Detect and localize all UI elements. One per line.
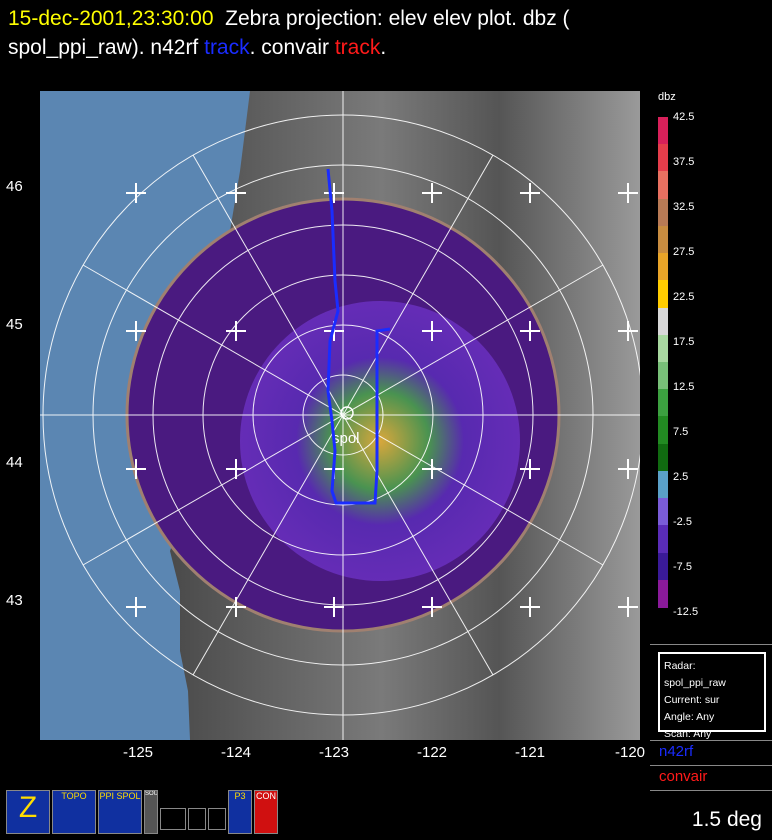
info-angle: Angle: Any: [664, 711, 715, 723]
soundings-icon[interactable]: SOUNDS: [144, 790, 158, 834]
colorbar-swatch: [658, 498, 668, 527]
title-date: 15-dec-2001,23:30:00: [8, 7, 214, 30]
dbz-colorbar: dbz 42.5 37.5 32.5 27.5 22.5 17.5 12.5 7.5 2.5 -2…: [656, 90, 772, 618]
plot-title: 15-dec-2001,23:30:00 Zebra projection: e…: [8, 4, 768, 62]
colorbar-swatch: [658, 443, 668, 472]
colorbar-swatch: [658, 362, 668, 390]
colorbar-label: 17.5: [673, 336, 695, 348]
radar-site-label: spol: [332, 430, 360, 447]
lon-label-123: -123: [318, 744, 350, 761]
colorbar-label: -12.5: [673, 606, 699, 618]
radar-echo-region: [240, 301, 520, 581]
range-ring-icon[interactable]: [188, 808, 206, 830]
title-line2a: spol_ppi_raw). n42rf: [8, 36, 205, 59]
divider: [650, 790, 772, 791]
colorbar-swatch: [658, 470, 668, 499]
platform-n42rf[interactable]: n42rf: [659, 743, 694, 760]
p3-aircraft-icon[interactable]: P3: [228, 790, 252, 834]
divider: [650, 740, 772, 741]
platform-convair[interactable]: convair: [659, 768, 708, 785]
colorbar-swatch: [658, 334, 668, 363]
info-current: Current: sur: [664, 694, 720, 706]
colorbar-label: 7.5: [673, 426, 689, 438]
colorbar-label: 22.5: [673, 291, 695, 303]
colorbar-swatch: [658, 253, 668, 282]
colorbar-label: 37.5: [673, 156, 695, 168]
radar-map: spol: [40, 91, 640, 740]
colorbar-swatch: [658, 389, 668, 418]
lat-label-44: 44: [6, 454, 23, 471]
colorbar-swatch: [658, 552, 668, 581]
convair-aircraft-icon[interactable]: CON: [254, 790, 278, 834]
info-radar: Radar: spol_ppi_raw: [664, 660, 726, 689]
divider: [650, 765, 772, 766]
colorbar-swatch: [658, 198, 668, 227]
lat-label-43: 43: [6, 592, 23, 609]
colorbar-label: 2.5: [673, 471, 689, 483]
colorbar-label: 42.5: [673, 111, 695, 123]
n42rf-flight-track: [326, 168, 391, 505]
zebra-z-icon[interactable]: Z: [6, 790, 50, 834]
colorbar-label: 27.5: [673, 246, 695, 258]
colorbar-swatch: [658, 171, 668, 200]
info-scan: Scan: Any: [664, 728, 712, 740]
colorbar-swatch: [658, 307, 668, 336]
range-rings: [40, 91, 640, 740]
colorbar-label: 32.5: [673, 201, 695, 213]
title-line1: Zebra projection: elev elev plot. dbz (: [225, 7, 570, 30]
colorbar-swatch: [658, 416, 668, 445]
elevation-angle: 1.5 deg: [691, 808, 762, 831]
colorbar-swatch: [658, 144, 668, 173]
topo-icon[interactable]: TOPO: [52, 790, 96, 834]
colorbar-label: 12.5: [673, 381, 695, 393]
title-convair-track: track: [334, 36, 381, 59]
title-n42rf-track: track: [204, 36, 250, 59]
radar-info-box: Radar: spol_ppi_raw Current: sur Angle: …: [658, 652, 766, 740]
lon-label-125: -125: [122, 744, 154, 761]
lat-label-45: 45: [6, 316, 23, 333]
colorbar-swatch: [658, 525, 668, 554]
colorbar-swatch: [658, 117, 668, 145]
colorbar-swatch: [658, 579, 668, 608]
lon-label-122: -122: [416, 744, 448, 761]
rings-icon[interactable]: [160, 808, 186, 830]
divider: [650, 644, 772, 645]
colorbar-swatch: [658, 280, 668, 309]
title-line2b: . convair: [249, 36, 335, 59]
lon-label-124: -124: [220, 744, 252, 761]
colorbar-swatch: [658, 225, 668, 254]
ppi-spol-icon[interactable]: PPI SPOL: [98, 790, 142, 834]
colorbar-label: -2.5: [673, 516, 692, 528]
radar-site-marker: [340, 406, 354, 420]
lon-label-121: -121: [514, 744, 546, 761]
lon-label-120: -120: [614, 744, 646, 761]
grid-icon[interactable]: [208, 808, 226, 830]
title-line2-end: .: [380, 36, 387, 59]
colorbar-title: dbz: [658, 91, 676, 103]
radar-plot-area[interactable]: spol: [40, 91, 640, 740]
lat-label-46: 46: [6, 178, 23, 195]
colorbar-label: -7.5: [673, 561, 692, 573]
